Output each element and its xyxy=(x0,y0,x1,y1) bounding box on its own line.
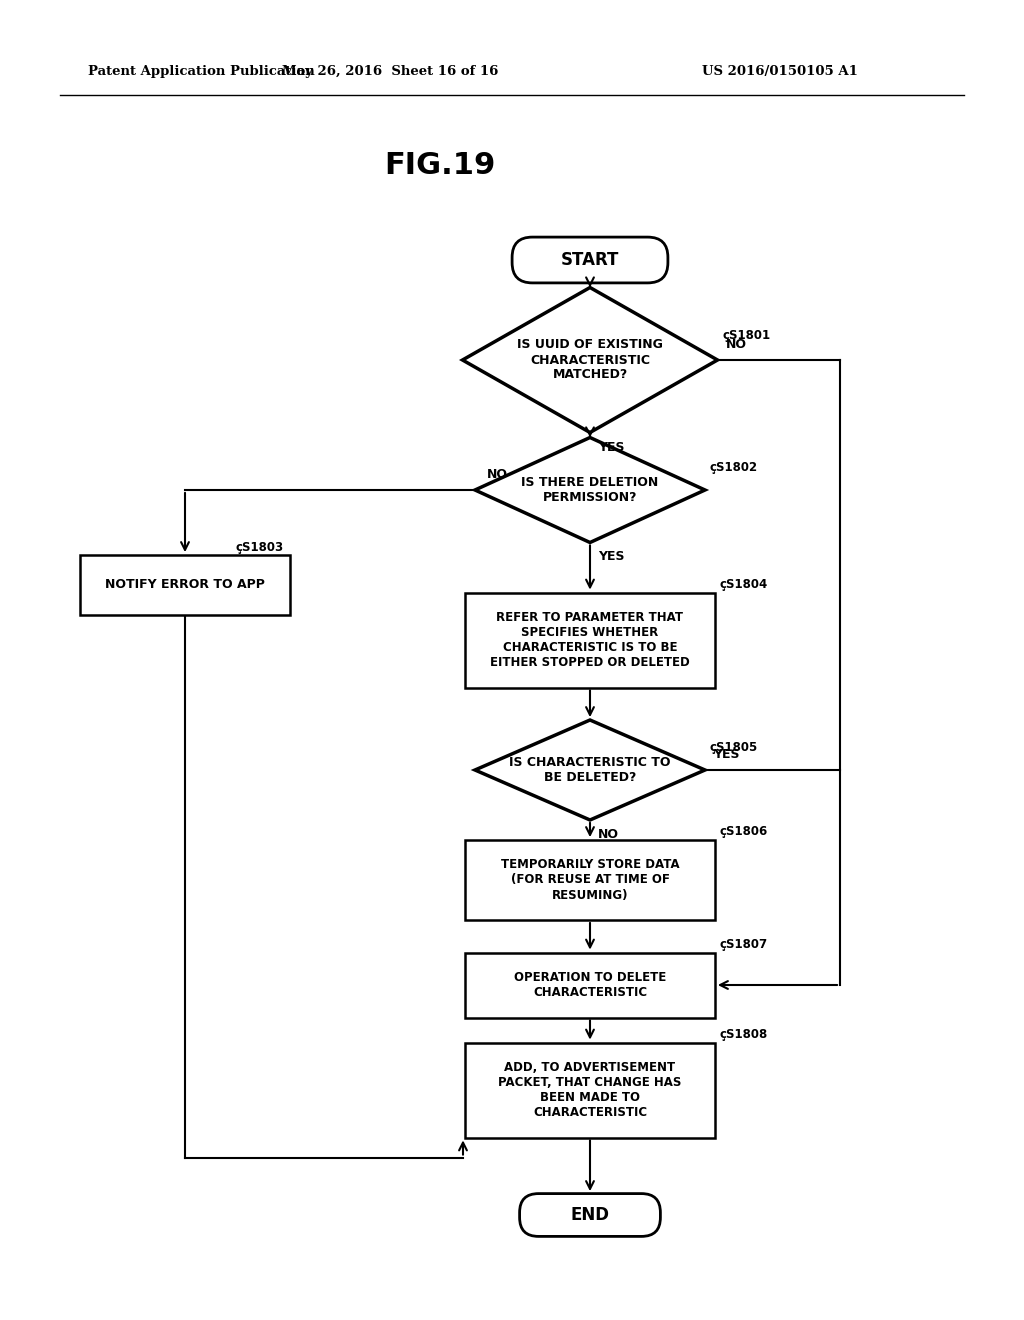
Text: NO: NO xyxy=(487,469,508,482)
Text: YES: YES xyxy=(713,748,739,762)
Text: May 26, 2016  Sheet 16 of 16: May 26, 2016 Sheet 16 of 16 xyxy=(282,66,499,78)
Polygon shape xyxy=(475,437,705,543)
Text: IS CHARACTERISTIC TO
BE DELETED?: IS CHARACTERISTIC TO BE DELETED? xyxy=(509,756,671,784)
Text: REFER TO PARAMETER THAT
SPECIFIES WHETHER
CHARACTERISTIC IS TO BE
EITHER STOPPED: REFER TO PARAMETER THAT SPECIFIES WHETHE… xyxy=(490,611,690,669)
Text: US 2016/0150105 A1: US 2016/0150105 A1 xyxy=(702,66,858,78)
Text: NO: NO xyxy=(598,828,618,841)
Bar xyxy=(465,1043,715,1138)
Text: ADD, TO ADVERTISEMENT
PACKET, THAT CHANGE HAS
BEEN MADE TO
CHARACTERISTIC: ADD, TO ADVERTISEMENT PACKET, THAT CHANG… xyxy=(499,1061,682,1119)
Polygon shape xyxy=(463,288,718,433)
Text: NO: NO xyxy=(725,338,746,351)
Text: NOTIFY ERROR TO APP: NOTIFY ERROR TO APP xyxy=(105,578,265,591)
Text: IS UUID OF EXISTING
CHARACTERISTIC
MATCHED?: IS UUID OF EXISTING CHARACTERISTIC MATCH… xyxy=(517,338,663,381)
Text: END: END xyxy=(570,1206,609,1224)
Polygon shape xyxy=(475,719,705,820)
Text: çS1801: çS1801 xyxy=(723,329,771,342)
Text: START: START xyxy=(561,251,620,269)
Bar xyxy=(465,953,715,1018)
Text: OPERATION TO DELETE
CHARACTERISTIC: OPERATION TO DELETE CHARACTERISTIC xyxy=(514,972,667,999)
Text: çS1805: çS1805 xyxy=(710,742,758,755)
Text: çS1808: çS1808 xyxy=(720,1028,768,1041)
Text: IS THERE DELETION
PERMISSION?: IS THERE DELETION PERMISSION? xyxy=(521,477,658,504)
FancyBboxPatch shape xyxy=(519,1193,660,1237)
Bar xyxy=(80,554,290,615)
Bar xyxy=(465,593,715,688)
Bar xyxy=(465,840,715,920)
Text: TEMPORARILY STORE DATA
(FOR REUSE AT TIME OF
RESUMING): TEMPORARILY STORE DATA (FOR REUSE AT TIM… xyxy=(501,858,679,902)
Text: çS1802: çS1802 xyxy=(710,462,758,474)
Text: Patent Application Publication: Patent Application Publication xyxy=(88,66,314,78)
Text: çS1807: çS1807 xyxy=(720,939,768,950)
Text: YES: YES xyxy=(598,441,625,454)
Text: FIG.19: FIG.19 xyxy=(384,150,496,180)
Text: çS1803: çS1803 xyxy=(234,540,283,553)
Text: çS1806: çS1806 xyxy=(720,825,768,838)
Text: çS1804: çS1804 xyxy=(720,578,768,591)
Text: YES: YES xyxy=(598,550,625,564)
FancyBboxPatch shape xyxy=(512,238,668,282)
